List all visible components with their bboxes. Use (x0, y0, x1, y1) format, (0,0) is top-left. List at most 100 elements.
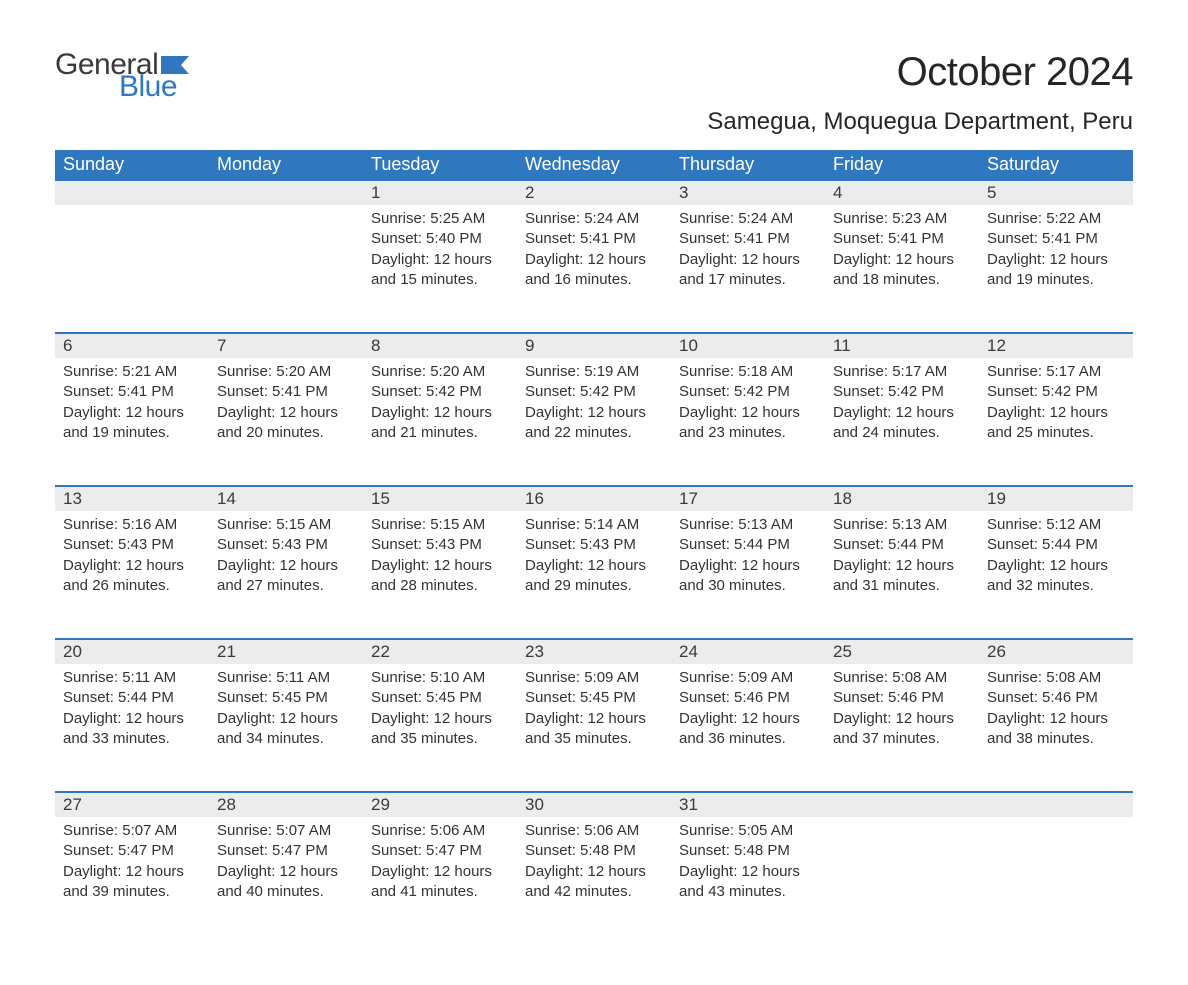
day-sunset: Sunset: 5:47 PM (63, 841, 201, 861)
calendar-day-number-cell: 8 (363, 333, 517, 358)
calendar-day-number-cell: 25 (825, 639, 979, 664)
day-dl2: and 22 minutes. (525, 423, 663, 443)
day-data (979, 817, 1133, 839)
day-sunset: Sunset: 5:44 PM (679, 535, 817, 555)
day-dl1: Daylight: 12 hours (63, 709, 201, 729)
day-sunrise: Sunrise: 5:18 AM (679, 362, 817, 382)
calendar-day-data-cell: Sunrise: 5:12 AMSunset: 5:44 PMDaylight:… (979, 511, 1133, 639)
calendar-day-data-cell: Sunrise: 5:07 AMSunset: 5:47 PMDaylight:… (209, 817, 363, 945)
day-dl1: Daylight: 12 hours (679, 709, 817, 729)
day-number: 22 (363, 640, 517, 664)
day-data: Sunrise: 5:08 AMSunset: 5:46 PMDaylight:… (825, 664, 979, 767)
calendar-day-number-cell: 9 (517, 333, 671, 358)
brand-word2: Blue (119, 72, 189, 102)
calendar-week-daynum-row: 2728293031 (55, 792, 1133, 817)
day-dl2: and 16 minutes. (525, 270, 663, 290)
calendar-day-number-cell: 6 (55, 333, 209, 358)
calendar-day-number-cell: 19 (979, 486, 1133, 511)
day-sunrise: Sunrise: 5:23 AM (833, 209, 971, 229)
weekday-header: Tuesday (363, 150, 517, 180)
day-sunset: Sunset: 5:41 PM (833, 229, 971, 249)
day-data: Sunrise: 5:08 AMSunset: 5:46 PMDaylight:… (979, 664, 1133, 767)
day-dl1: Daylight: 12 hours (833, 556, 971, 576)
day-dl2: and 39 minutes. (63, 882, 201, 902)
day-data: Sunrise: 5:24 AMSunset: 5:41 PMDaylight:… (517, 205, 671, 308)
day-dl1: Daylight: 12 hours (679, 250, 817, 270)
day-dl2: and 35 minutes. (525, 729, 663, 749)
day-data: Sunrise: 5:15 AMSunset: 5:43 PMDaylight:… (363, 511, 517, 614)
day-sunset: Sunset: 5:43 PM (217, 535, 355, 555)
day-number (825, 793, 979, 817)
day-number: 18 (825, 487, 979, 511)
day-number: 12 (979, 334, 1133, 358)
day-dl1: Daylight: 12 hours (371, 709, 509, 729)
calendar-day-data-cell: Sunrise: 5:23 AMSunset: 5:41 PMDaylight:… (825, 205, 979, 333)
day-sunrise: Sunrise: 5:08 AM (833, 668, 971, 688)
day-dl1: Daylight: 12 hours (217, 403, 355, 423)
day-dl2: and 15 minutes. (371, 270, 509, 290)
day-sunset: Sunset: 5:44 PM (63, 688, 201, 708)
day-data (55, 205, 209, 227)
day-dl2: and 25 minutes. (987, 423, 1125, 443)
calendar-table: SundayMondayTuesdayWednesdayThursdayFrid… (55, 150, 1133, 945)
day-dl1: Daylight: 12 hours (371, 862, 509, 882)
page-title: October 2024 (897, 50, 1133, 95)
day-number: 19 (979, 487, 1133, 511)
day-dl1: Daylight: 12 hours (63, 556, 201, 576)
calendar-day-number-cell: 27 (55, 792, 209, 817)
calendar-day-number-cell: 7 (209, 333, 363, 358)
day-dl2: and 24 minutes. (833, 423, 971, 443)
day-sunrise: Sunrise: 5:11 AM (63, 668, 201, 688)
day-number: 27 (55, 793, 209, 817)
day-sunset: Sunset: 5:47 PM (371, 841, 509, 861)
calendar-day-data-cell: Sunrise: 5:06 AMSunset: 5:48 PMDaylight:… (517, 817, 671, 945)
day-sunset: Sunset: 5:42 PM (371, 382, 509, 402)
calendar-week-data-row: Sunrise: 5:07 AMSunset: 5:47 PMDaylight:… (55, 817, 1133, 945)
day-number: 21 (209, 640, 363, 664)
day-data: Sunrise: 5:18 AMSunset: 5:42 PMDaylight:… (671, 358, 825, 461)
day-number (209, 181, 363, 205)
calendar-day-data-cell: Sunrise: 5:08 AMSunset: 5:46 PMDaylight:… (979, 664, 1133, 792)
calendar-day-number-cell: 3 (671, 180, 825, 205)
day-sunset: Sunset: 5:48 PM (525, 841, 663, 861)
day-sunrise: Sunrise: 5:25 AM (371, 209, 509, 229)
day-sunrise: Sunrise: 5:21 AM (63, 362, 201, 382)
day-number: 14 (209, 487, 363, 511)
day-sunrise: Sunrise: 5:20 AM (217, 362, 355, 382)
calendar-day-number-cell: 12 (979, 333, 1133, 358)
day-data: Sunrise: 5:19 AMSunset: 5:42 PMDaylight:… (517, 358, 671, 461)
day-data: Sunrise: 5:22 AMSunset: 5:41 PMDaylight:… (979, 205, 1133, 308)
calendar-day-data-cell: Sunrise: 5:17 AMSunset: 5:42 PMDaylight:… (979, 358, 1133, 486)
day-number: 24 (671, 640, 825, 664)
day-data: Sunrise: 5:16 AMSunset: 5:43 PMDaylight:… (55, 511, 209, 614)
day-dl2: and 19 minutes. (63, 423, 201, 443)
day-sunrise: Sunrise: 5:24 AM (525, 209, 663, 229)
calendar-day-number-cell (825, 792, 979, 817)
calendar-week-data-row: Sunrise: 5:16 AMSunset: 5:43 PMDaylight:… (55, 511, 1133, 639)
day-number: 7 (209, 334, 363, 358)
day-data: Sunrise: 5:11 AMSunset: 5:45 PMDaylight:… (209, 664, 363, 767)
calendar-day-data-cell: Sunrise: 5:09 AMSunset: 5:45 PMDaylight:… (517, 664, 671, 792)
calendar-day-number-cell: 31 (671, 792, 825, 817)
calendar-day-number-cell: 5 (979, 180, 1133, 205)
day-data: Sunrise: 5:06 AMSunset: 5:48 PMDaylight:… (517, 817, 671, 920)
calendar-day-number-cell: 26 (979, 639, 1133, 664)
day-sunrise: Sunrise: 5:13 AM (833, 515, 971, 535)
calendar-day-data-cell: Sunrise: 5:17 AMSunset: 5:42 PMDaylight:… (825, 358, 979, 486)
day-dl2: and 37 minutes. (833, 729, 971, 749)
day-sunset: Sunset: 5:45 PM (217, 688, 355, 708)
day-number (55, 181, 209, 205)
weekday-header: Sunday (55, 150, 209, 180)
calendar-day-data-cell: Sunrise: 5:09 AMSunset: 5:46 PMDaylight:… (671, 664, 825, 792)
day-dl2: and 23 minutes. (679, 423, 817, 443)
calendar-day-number-cell: 28 (209, 792, 363, 817)
day-dl1: Daylight: 12 hours (371, 250, 509, 270)
day-data: Sunrise: 5:15 AMSunset: 5:43 PMDaylight:… (209, 511, 363, 614)
day-data: Sunrise: 5:09 AMSunset: 5:46 PMDaylight:… (671, 664, 825, 767)
day-sunrise: Sunrise: 5:19 AM (525, 362, 663, 382)
day-data: Sunrise: 5:17 AMSunset: 5:42 PMDaylight:… (979, 358, 1133, 461)
calendar-week-daynum-row: 20212223242526 (55, 639, 1133, 664)
day-sunrise: Sunrise: 5:06 AM (371, 821, 509, 841)
day-dl2: and 27 minutes. (217, 576, 355, 596)
day-sunrise: Sunrise: 5:07 AM (217, 821, 355, 841)
